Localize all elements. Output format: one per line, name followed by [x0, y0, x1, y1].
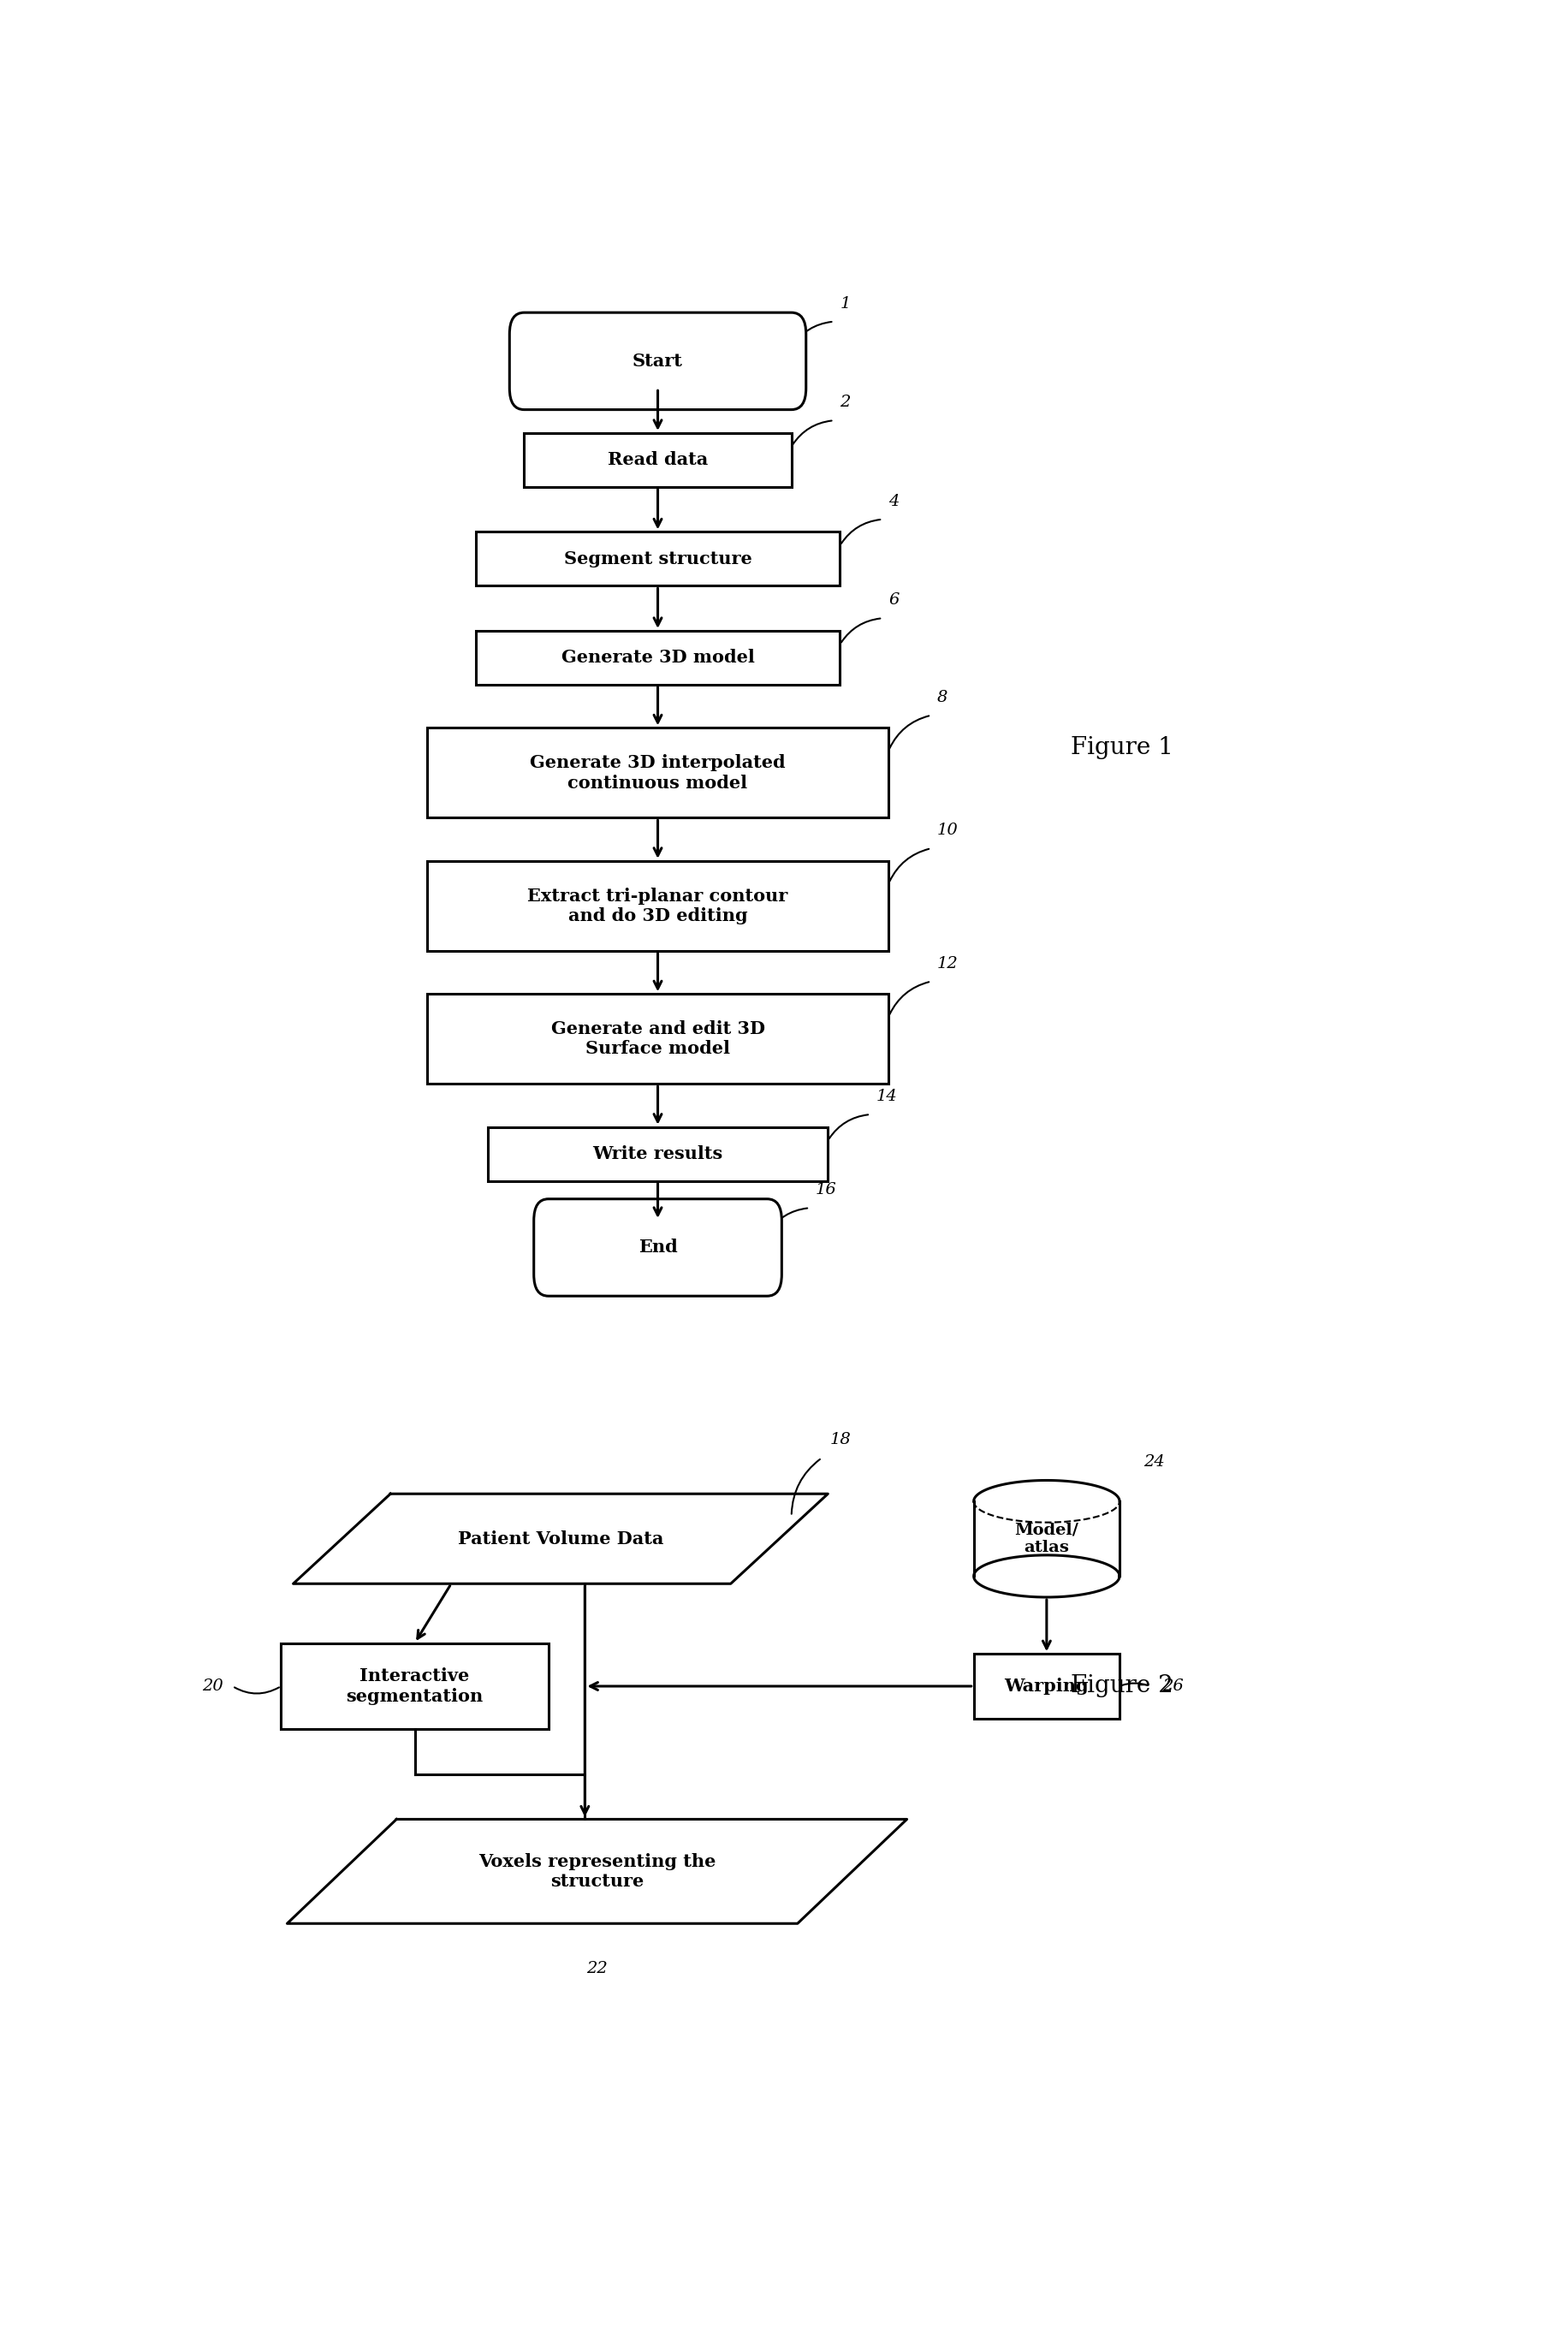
- Text: Figure 1: Figure 1: [1071, 736, 1173, 759]
- Text: End: End: [638, 1240, 677, 1256]
- Text: Voxels representing the
structure: Voxels representing the structure: [478, 1854, 715, 1889]
- Polygon shape: [974, 1501, 1120, 1576]
- Text: 26: 26: [1162, 1679, 1184, 1693]
- Text: 10: 10: [938, 822, 958, 838]
- FancyBboxPatch shape: [974, 1653, 1120, 1719]
- Text: Patient Volume Data: Patient Volume Data: [458, 1529, 663, 1548]
- Text: 24: 24: [1143, 1455, 1165, 1471]
- Text: Model/
atlas: Model/ atlas: [1014, 1522, 1079, 1555]
- Text: Start: Start: [632, 353, 684, 369]
- FancyBboxPatch shape: [533, 1198, 782, 1296]
- Text: Figure 2: Figure 2: [1071, 1674, 1173, 1698]
- FancyBboxPatch shape: [426, 862, 889, 950]
- Text: 12: 12: [938, 955, 958, 971]
- Text: Generate and edit 3D
Surface model: Generate and edit 3D Surface model: [550, 1020, 765, 1058]
- Text: Extract tri-planar contour
and do 3D editing: Extract tri-planar contour and do 3D edi…: [527, 887, 789, 925]
- Text: Generate 3D interpolated
continuous model: Generate 3D interpolated continuous mode…: [530, 754, 786, 792]
- Text: Segment structure: Segment structure: [564, 551, 751, 567]
- Text: Warping: Warping: [1005, 1677, 1088, 1695]
- Text: 6: 6: [889, 593, 900, 607]
- Text: 18: 18: [831, 1431, 851, 1448]
- Text: Generate 3D model: Generate 3D model: [561, 649, 754, 665]
- Text: 14: 14: [877, 1088, 898, 1104]
- FancyBboxPatch shape: [488, 1128, 828, 1182]
- FancyBboxPatch shape: [510, 313, 806, 409]
- Text: Interactive
segmentation: Interactive segmentation: [347, 1667, 483, 1705]
- Text: 4: 4: [889, 493, 900, 509]
- FancyBboxPatch shape: [524, 432, 792, 488]
- FancyBboxPatch shape: [426, 729, 889, 817]
- Text: 2: 2: [840, 395, 851, 411]
- Text: 22: 22: [586, 1961, 608, 1975]
- Text: 20: 20: [202, 1679, 223, 1693]
- FancyBboxPatch shape: [475, 630, 840, 684]
- Text: Read data: Read data: [607, 451, 709, 469]
- Text: Write results: Write results: [593, 1146, 723, 1163]
- Text: 1: 1: [840, 297, 851, 311]
- FancyBboxPatch shape: [475, 532, 840, 586]
- Text: 16: 16: [815, 1182, 837, 1198]
- Text: 8: 8: [938, 689, 949, 705]
- FancyBboxPatch shape: [281, 1644, 549, 1730]
- FancyBboxPatch shape: [426, 995, 889, 1083]
